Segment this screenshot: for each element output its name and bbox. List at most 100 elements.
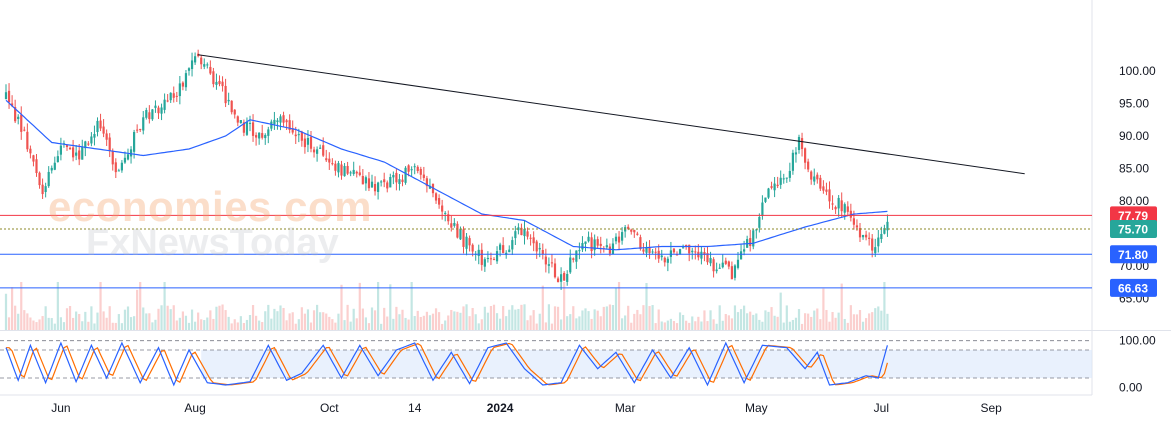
- volume-bar: [572, 306, 575, 330]
- volume-bar: [755, 313, 758, 330]
- volume-bar: [736, 312, 740, 330]
- candle-body: [44, 186, 47, 193]
- candle-body: [523, 228, 526, 237]
- candle-body: [822, 186, 825, 191]
- volume-bar: [157, 308, 160, 330]
- candle-body: [468, 238, 471, 246]
- volume-bar: [654, 323, 657, 330]
- candle-body: [706, 253, 709, 263]
- volume-bar: [611, 305, 615, 330]
- volume-bar: [172, 305, 175, 330]
- volume-bar: [264, 311, 267, 330]
- candle-body: [200, 57, 203, 65]
- candle-body: [117, 170, 120, 172]
- volume-bar: [325, 313, 328, 330]
- time-tick-label: Oct: [320, 401, 339, 415]
- volume-bar: [14, 305, 17, 330]
- candle-body: [639, 237, 642, 249]
- candle-body: [145, 110, 148, 118]
- volume-bar: [285, 320, 288, 330]
- volume-bar: [194, 321, 197, 330]
- volume-bar: [377, 282, 380, 330]
- volume-bar: [672, 321, 676, 330]
- volume-bar: [877, 306, 880, 330]
- candle-body: [459, 228, 462, 240]
- volume-bar: [749, 311, 752, 330]
- volume-bar: [822, 288, 825, 330]
- volume-bar: [331, 319, 334, 330]
- candle-body: [807, 161, 810, 170]
- volume-bar: [669, 318, 672, 330]
- candle-body: [96, 120, 99, 133]
- volume-bar: [718, 305, 721, 330]
- volume-bar: [563, 282, 566, 330]
- volume-bar: [465, 304, 468, 330]
- candle-body: [685, 244, 688, 247]
- volume-bar: [575, 318, 578, 330]
- price-tick-label: 85.00: [1119, 162, 1149, 176]
- candles: [4, 49, 889, 290]
- volume-bar: [258, 320, 261, 330]
- candle-body: [410, 169, 413, 171]
- candle-body: [441, 205, 444, 212]
- candle-body: [14, 107, 17, 122]
- volume-bar: [142, 307, 145, 330]
- candle-body: [264, 134, 267, 139]
- candle-body: [38, 172, 41, 186]
- volume-bar: [444, 320, 447, 330]
- volume-bar: [407, 319, 410, 330]
- candle-body: [41, 184, 44, 195]
- candle-body: [90, 136, 93, 144]
- candle-body: [32, 155, 35, 162]
- volume-bar: [800, 323, 804, 330]
- volume-bar: [206, 317, 209, 330]
- candle-body: [172, 93, 175, 98]
- volume-bar: [413, 316, 416, 330]
- candle-body: [486, 257, 489, 259]
- volume-bar: [306, 309, 310, 330]
- volume-bar: [96, 312, 99, 330]
- candle-body: [99, 120, 102, 129]
- volume-bar: [724, 314, 727, 330]
- candle-body: [627, 226, 630, 229]
- candle-body: [325, 158, 328, 161]
- candle-body: [251, 122, 255, 136]
- volume-bar: [276, 311, 279, 330]
- time-tick-label: Sep: [980, 401, 1002, 415]
- candle-body: [416, 166, 419, 171]
- volume-bar: [178, 317, 181, 330]
- candle-body: [401, 179, 404, 182]
- volume-bar: [492, 304, 496, 330]
- candle-body: [462, 229, 465, 247]
- volume-bar: [367, 323, 371, 330]
- volume-bar: [627, 305, 630, 330]
- volume-bar: [535, 323, 538, 330]
- volume-bar: [361, 308, 364, 330]
- candle-body: [584, 241, 587, 244]
- volume-bar: [495, 313, 499, 330]
- candle-body: [239, 120, 242, 124]
- volume-bar: [660, 321, 663, 330]
- volume-bar: [4, 293, 8, 330]
- volume-bar: [248, 315, 252, 330]
- candle-body: [120, 162, 123, 171]
- candle-body: [764, 197, 767, 202]
- volume-bar: [20, 282, 23, 330]
- candle-body: [743, 249, 746, 252]
- volume-bar: [868, 313, 871, 330]
- candle-body: [739, 251, 743, 260]
- volume-bar: [514, 309, 517, 330]
- candle-body: [20, 114, 23, 132]
- volume-bar: [300, 307, 303, 330]
- volume-bar: [53, 323, 56, 330]
- candle-body: [361, 175, 364, 185]
- candle-body: [648, 247, 651, 254]
- volume-bar: [120, 323, 123, 330]
- candle-body: [575, 250, 578, 262]
- volume-bar: [123, 309, 127, 330]
- candle-body: [373, 184, 377, 192]
- candle-body: [502, 245, 505, 253]
- volume-bar: [431, 313, 435, 330]
